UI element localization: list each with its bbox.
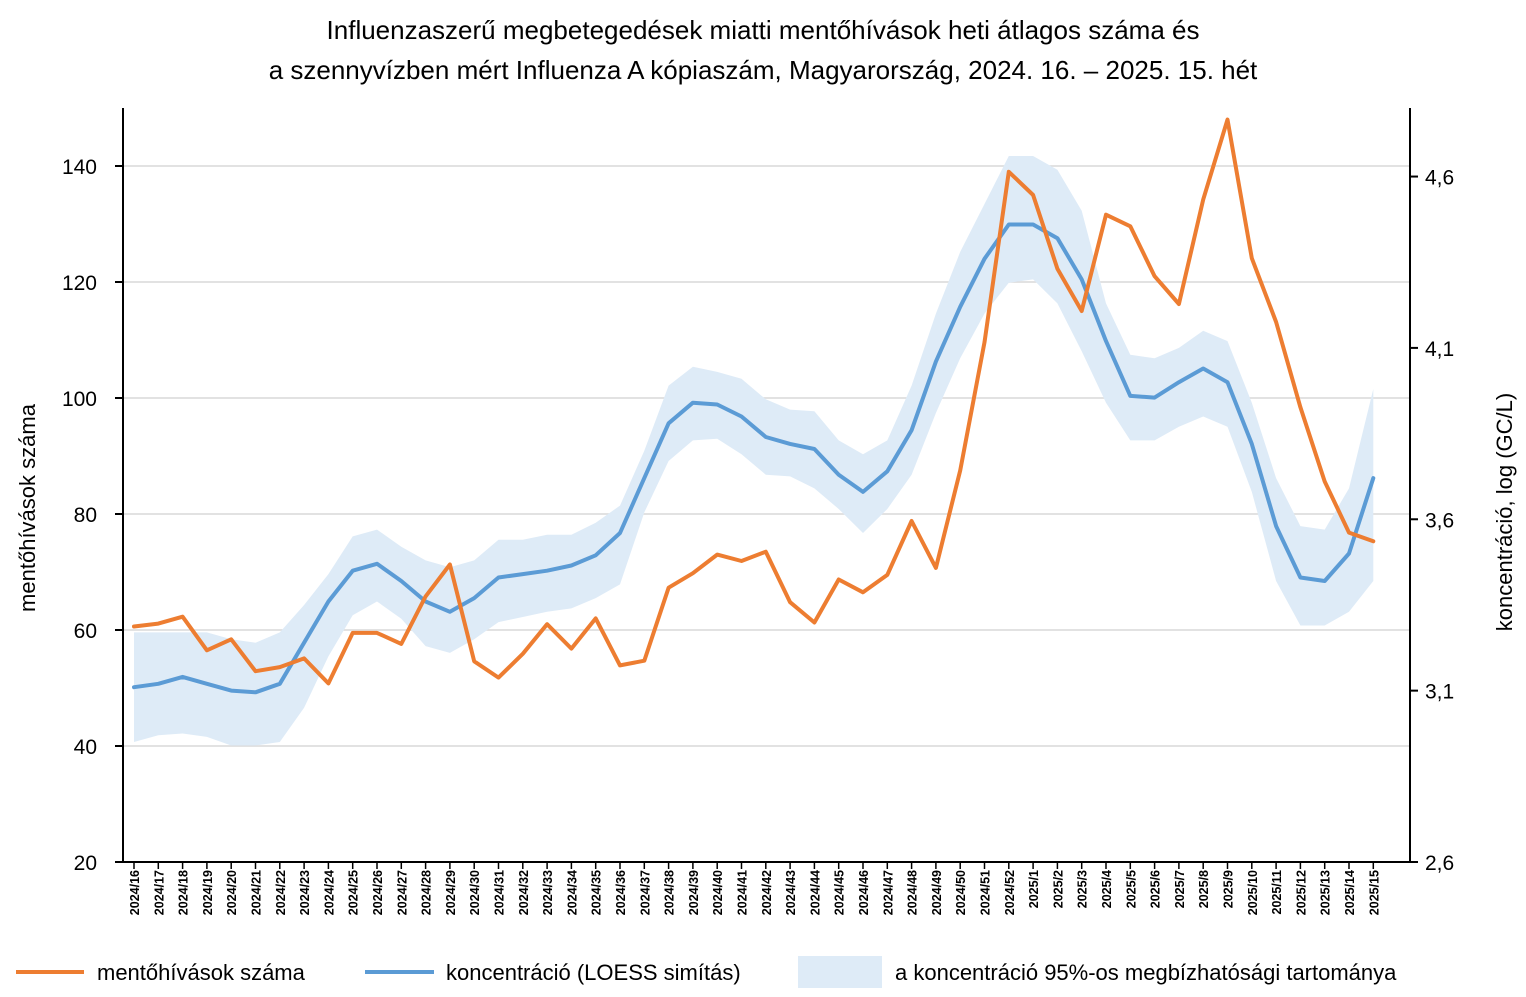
x-axis-ticks: 2024/16 2024/17 2024/18 2024/19 2024/20 2024/…	[128, 862, 1381, 915]
x-tick-label-29: 2024/45	[833, 870, 847, 915]
x-tick-label-12: 2024/28	[420, 870, 434, 915]
x-tick-label-26: 2024/42	[760, 870, 774, 915]
x-tick-label-32: 2024/48	[906, 870, 920, 915]
x-tick-label-19: 2024/35	[590, 870, 604, 915]
axes	[122, 108, 1411, 863]
y-right-tick-label-3: 4,1	[1425, 338, 1454, 361]
x-tick-label-39: 2025/3	[1076, 870, 1090, 908]
x-tick-label-20: 2024/36	[614, 870, 628, 915]
legend: mentőhívások száma koncentráció (LOESS s…	[16, 956, 1397, 988]
y-left-tick-label-100: 100	[62, 388, 97, 411]
x-tick-label-11: 2024/27	[395, 870, 409, 915]
x-tick-label-5: 2024/21	[250, 870, 264, 915]
x-tick-label-49: 2025/13	[1319, 870, 1333, 915]
x-tick-label-41: 2025/5	[1124, 870, 1138, 908]
x-tick-label-51: 2025/15	[1367, 870, 1381, 915]
x-tick-label-8: 2024/24	[322, 870, 336, 915]
x-tick-label-23: 2024/39	[687, 870, 701, 915]
chart-title-line-2: a szennyvízben mért Influenza A kópiaszá…	[269, 55, 1258, 85]
series-lines	[132, 117, 1376, 695]
y-right-tick-label-0: 2,6	[1425, 852, 1454, 875]
x-tick-label-7: 2024/23	[298, 870, 312, 915]
series-line-calls	[132, 117, 1376, 686]
x-tick-label-6: 2024/22	[274, 870, 288, 915]
x-tick-label-0: 2024/16	[128, 870, 142, 915]
x-tick-label-28: 2024/44	[808, 870, 822, 915]
x-tick-label-35: 2024/51	[979, 870, 993, 915]
x-tick-label-40: 2025/4	[1100, 870, 1114, 908]
y-left-tick-label-20: 20	[74, 852, 97, 875]
x-tick-label-43: 2025/7	[1173, 870, 1187, 908]
confidence-band	[134, 156, 1374, 746]
y-left-tick-label-40: 40	[74, 736, 97, 759]
x-tick-label-1: 2024/17	[152, 870, 166, 915]
x-tick-label-36: 2024/52	[1003, 870, 1017, 915]
x-tick-label-46: 2025/10	[1246, 870, 1260, 915]
x-tick-label-22: 2024/38	[663, 870, 677, 915]
y-axis-left-ticks: 20 40 60 80 100 120 140	[62, 156, 123, 875]
y-axis-right-label: koncentráció, log (GC/L)	[1492, 393, 1517, 631]
x-tick-label-42: 2025/6	[1149, 870, 1163, 908]
y-left-tick-label-60: 60	[74, 620, 97, 643]
confidence-band-area	[134, 156, 1374, 746]
x-tick-label-45: 2025/9	[1222, 870, 1236, 908]
x-tick-label-17: 2024/33	[541, 870, 555, 915]
x-tick-label-16: 2024/32	[517, 870, 531, 915]
series-line-concentration	[132, 222, 1376, 695]
x-tick-label-4: 2024/20	[225, 870, 239, 915]
y-left-tick-label-120: 120	[62, 272, 97, 295]
y-right-tick-label-2: 3,6	[1425, 509, 1454, 532]
y-axis-right-ticks: 2,6 3,1 3,6 4,1 4,6	[1410, 167, 1454, 875]
x-tick-label-38: 2025/2	[1051, 870, 1065, 908]
legend-swatch-band	[798, 956, 882, 988]
chart-title-line-1: Influenzaszerű megbetegedések miatti men…	[327, 15, 1200, 45]
x-tick-label-18: 2024/34	[565, 870, 579, 915]
y-left-tick-label-140: 140	[62, 156, 97, 179]
x-tick-label-30: 2024/46	[857, 870, 871, 915]
x-tick-label-10: 2024/26	[371, 870, 385, 915]
y-axis-left-label: mentőhívások száma	[15, 403, 40, 612]
legend-label-calls: mentőhívások száma	[97, 960, 306, 985]
x-tick-label-44: 2025/8	[1197, 870, 1211, 908]
x-tick-label-31: 2024/47	[881, 870, 895, 915]
x-tick-label-2: 2024/18	[177, 870, 191, 915]
x-tick-label-37: 2025/1	[1027, 870, 1041, 908]
x-tick-label-13: 2024/29	[444, 870, 458, 915]
x-tick-label-48: 2025/12	[1294, 870, 1308, 915]
y-right-tick-label-4: 4,6	[1425, 167, 1454, 190]
x-tick-label-47: 2025/11	[1270, 870, 1284, 915]
legend-label-band: a koncentráció 95%-os megbízhatósági tar…	[895, 960, 1397, 985]
x-tick-label-33: 2024/49	[930, 870, 944, 915]
x-tick-label-50: 2025/14	[1343, 870, 1357, 915]
x-tick-label-25: 2024/41	[736, 870, 750, 915]
x-tick-label-24: 2024/40	[711, 870, 725, 915]
x-tick-label-14: 2024/30	[468, 870, 482, 915]
x-tick-label-15: 2024/31	[493, 870, 507, 915]
y-right-tick-label-1: 3,1	[1425, 681, 1454, 704]
x-tick-label-34: 2024/50	[954, 870, 968, 915]
x-tick-label-9: 2024/25	[347, 870, 361, 915]
x-tick-label-3: 2024/19	[201, 870, 215, 915]
legend-label-concentration: koncentráció (LOESS simítás)	[446, 960, 741, 985]
x-tick-label-21: 2024/37	[638, 870, 652, 915]
y-left-tick-label-80: 80	[74, 504, 97, 527]
x-tick-label-27: 2024/43	[784, 870, 798, 915]
